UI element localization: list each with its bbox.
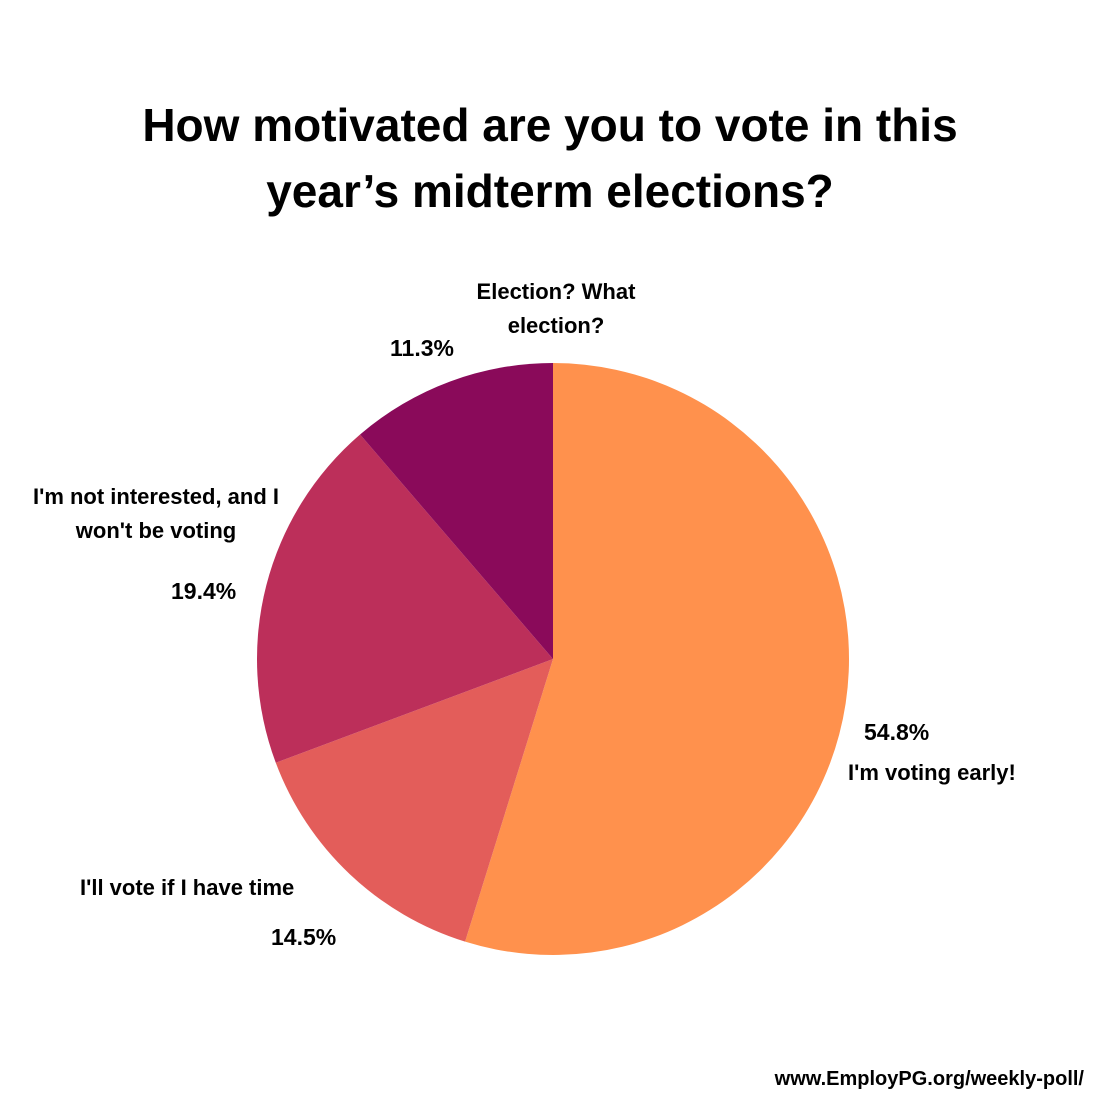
slice-what-election	[360, 363, 553, 659]
slice-label-voting-early-line-1: I'm voting early!	[848, 760, 1016, 785]
slice-vote-if-time	[275, 659, 553, 942]
slice-value-voting-early: 54.8%	[864, 719, 930, 745]
slice-label-not-interested-line-1: I'm not interested, and I	[32, 484, 280, 509]
slice-label-not-interested-line-2: won't be voting	[75, 518, 237, 543]
slice-label-what-election-line-2: election?	[507, 313, 605, 338]
slice-label-vote-if-time: I'll vote if I have time	[80, 871, 294, 905]
slice-not-interested	[256, 434, 553, 763]
slice-value-not-interested: 19.4%	[171, 578, 237, 604]
slice-label-what-election-line-1: Election? What	[476, 279, 636, 304]
chart-title-line-1: How motivated are you to vote in this	[142, 99, 958, 151]
chart-title: How motivated are you to vote in this ye…	[0, 92, 1100, 224]
slice-voting-early	[465, 363, 850, 955]
slice-label-vote-if-time-line-1: I'll vote if I have time	[80, 875, 295, 900]
slice-label-not-interested: I'm not interested, and I won't be votin…	[8, 480, 304, 548]
slice-value-what-election: 11.3%	[390, 335, 454, 361]
source-url: www.EmployPG.org/weekly-poll/	[774, 1068, 1084, 1090]
slice-label-what-election: Election? What election?	[456, 275, 656, 343]
chart-title-line-2: year’s midterm elections?	[266, 165, 834, 217]
slice-label-voting-early: I'm voting early!	[848, 756, 1016, 790]
slice-value-vote-if-time: 14.5%	[271, 924, 337, 950]
